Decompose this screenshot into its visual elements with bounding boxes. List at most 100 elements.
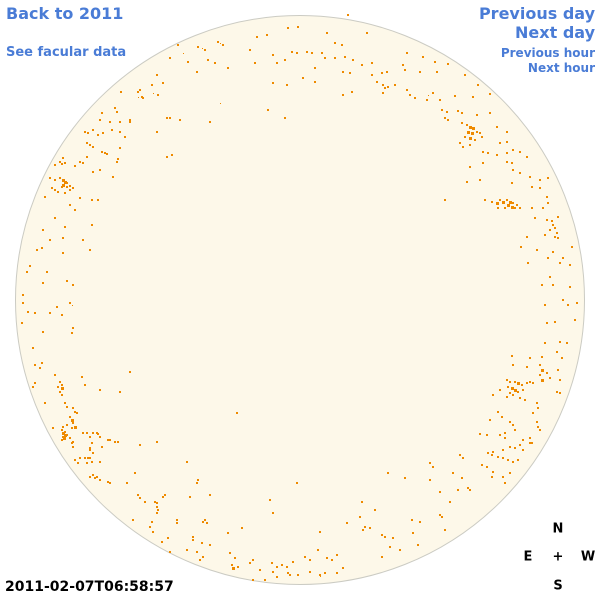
facula-dot [72,441,74,443]
facula-dot [32,386,34,388]
facula-dot [359,516,361,518]
facula-dot [286,84,288,86]
facula-dot [86,432,88,434]
facula-dot [272,82,274,84]
facula-dot [66,406,68,408]
facula-dot [419,71,421,73]
facula-dot [522,389,524,391]
facula-dot [544,304,546,306]
facula-dot [569,286,571,288]
facula-dot [54,179,56,181]
facula-dot [349,72,351,74]
facula-dot [529,357,531,359]
facula-dot [506,379,508,381]
facula-dot [63,433,67,437]
facula-dot [149,526,151,528]
facula-dot [69,416,71,418]
facula-dot [457,489,459,491]
facula-dot [511,182,513,184]
facula-dot [114,441,116,443]
facula-dot [542,207,544,209]
facula-dot [276,576,278,578]
facula-dot [476,131,478,133]
facula-dot [27,311,29,313]
facula-dot [576,302,578,304]
facula-dot [109,439,111,441]
facula-dot [306,51,308,53]
facula-dot [197,46,199,48]
facula-dot [114,107,116,109]
facula-dot [552,251,554,253]
facula-dot [69,185,71,187]
facula-dot [89,144,91,146]
previous-hour-link[interactable]: Previous hour [500,46,595,60]
facula-dot [497,207,499,209]
facula-dot [86,156,88,158]
facula-dot [74,165,76,167]
facula-dot [387,472,389,474]
facula-dot [54,189,56,191]
facula-dot [59,391,61,393]
facula-dot [474,139,476,141]
next-hour-link[interactable]: Next hour [527,61,595,75]
facula-dot [126,482,128,484]
facula-dot [434,61,436,63]
facula-dot [444,199,446,201]
facula-dot [137,91,139,93]
facula-dot [169,57,171,59]
facula-dot [331,559,333,561]
facula-dot [499,434,501,436]
compass-center-mark: + [552,549,564,565]
facula-dot [549,377,551,379]
facula-dot [497,456,499,458]
facula-dot [92,432,94,434]
facula-dot [64,226,66,228]
facula-dot [508,200,512,204]
facula-dot [271,562,273,564]
facula-dot [532,382,534,384]
facula-dot [142,97,144,99]
facula-dot [106,153,108,155]
facula-dot [192,536,194,538]
back-link[interactable]: Back to 2011 [6,4,124,23]
facula-dot [116,111,118,113]
facula-dot [66,424,68,426]
facula-dot [381,556,383,558]
facula-dot [152,92,154,94]
previous-day-link[interactable]: Previous day [478,4,595,23]
facula-dot [214,62,216,64]
facular-data-link[interactable]: See facular data [6,45,127,60]
facula-dot [507,386,509,388]
facula-dot [34,312,36,314]
facula-dot [559,379,561,381]
facula-dot [512,202,514,204]
facula-dot [468,136,472,140]
facula-dot [506,152,508,154]
facula-dot [73,425,77,429]
facula-dot [79,161,81,163]
facula-dot [541,284,543,286]
facula-dot [486,466,488,468]
facula-dot [344,56,346,58]
compass-west-label: W [580,549,596,565]
facula-dot [499,199,501,201]
facula-dot [69,204,71,206]
facula-dot [89,457,91,459]
facula-dot [82,239,84,241]
facula-dot [62,252,64,254]
facula-dot [470,131,474,135]
facula-dot [72,284,74,286]
facula-dot [469,144,471,146]
facula-dot [56,306,58,308]
facula-dot [42,282,44,284]
facula-dot [71,304,73,306]
facula-dot [526,366,528,368]
facula-dot [237,566,239,568]
next-day-link[interactable]: Next day [515,23,595,42]
facula-dot [61,394,63,396]
facula-dot [256,36,258,38]
facula-dot [209,494,211,496]
facula-dot [111,129,113,131]
facula-dot [97,433,99,435]
facula-dot [546,372,548,374]
